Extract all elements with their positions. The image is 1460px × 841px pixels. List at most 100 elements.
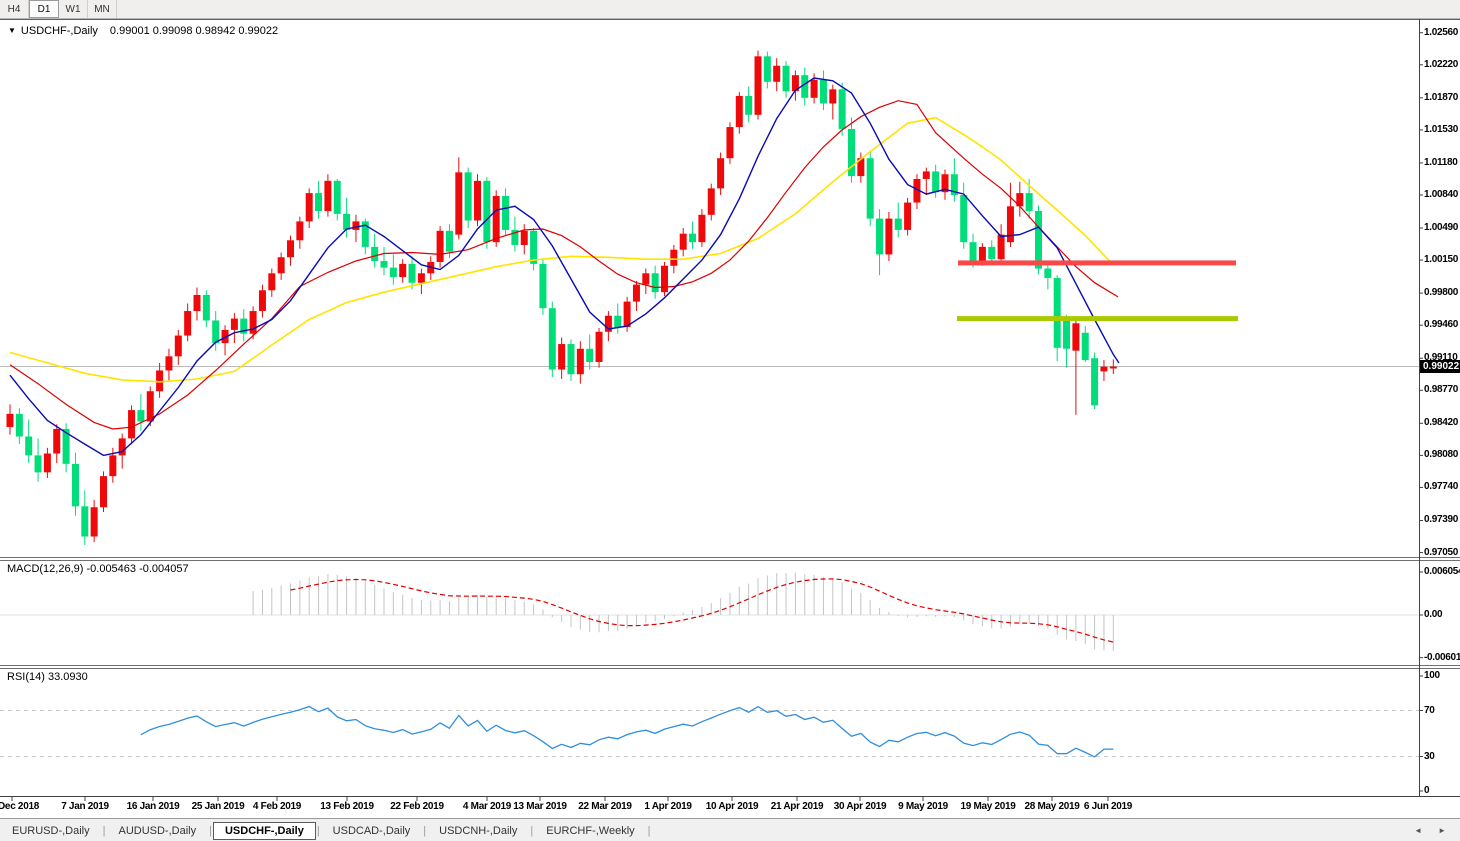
candle-body <box>436 230 444 262</box>
macd-axis-label: 0.00 <box>1424 609 1443 620</box>
candle-body <box>913 178 921 203</box>
candle-body <box>1072 323 1080 351</box>
candle-body <box>632 284 640 302</box>
candle-body <box>156 370 164 392</box>
timeframe-button-mn[interactable]: MN <box>88 0 117 18</box>
rsi-value: 33.0930 <box>47 671 88 683</box>
candle-body <box>53 428 61 454</box>
timeframe-button-h4[interactable]: H4 <box>0 0 29 18</box>
candle-body <box>109 455 117 477</box>
date-axis-label: 13 Mar 2019 <box>513 801 567 812</box>
candle-body <box>1063 319 1071 349</box>
tab-separator: | <box>209 824 212 837</box>
candle-body <box>651 273 659 293</box>
chart-symbol: USDCHF-,Daily <box>20 25 98 37</box>
macd-axis-label: 0.006054 <box>1424 566 1460 578</box>
macd-name: MACD(12,26,9) <box>7 563 84 575</box>
tab-scroll-arrows: ◄ ► <box>1414 826 1446 835</box>
candle-body <box>6 413 14 428</box>
candle-body <box>548 308 556 370</box>
date-axis-label: 6 Jun 2019 <box>1083 801 1133 812</box>
candle-body <box>988 246 996 260</box>
candle-body <box>1006 206 1014 243</box>
price-axis-label: 0.98420 <box>1424 417 1459 429</box>
candle-body <box>810 79 818 98</box>
chart-tab-usdchf-daily[interactable]: USDCHF-,Daily <box>212 821 316 840</box>
candle-body <box>268 273 276 291</box>
price-axis-label: 1.01530 <box>1424 123 1459 135</box>
candle-body <box>1035 211 1042 269</box>
date-axis-label: 16 Jan 2019 <box>126 801 180 812</box>
tab-scroll-right-icon[interactable]: ► <box>1438 826 1446 835</box>
price-axis-label: 1.02560 <box>1424 26 1459 38</box>
candle-body <box>1109 366 1117 369</box>
candle-body <box>801 75 809 98</box>
tab-separator: | <box>530 824 534 837</box>
candle-body <box>296 221 304 241</box>
candle-body <box>324 180 332 212</box>
hline-support-olive[interactable] <box>957 316 1238 322</box>
candle-body <box>511 229 519 245</box>
price-axis-label: 1.00150 <box>1424 254 1459 266</box>
chart-tab-usdcad-daily[interactable]: USDCAD-,Daily <box>332 824 411 837</box>
candle-body <box>997 234 1005 260</box>
candle-body <box>1100 366 1108 372</box>
candle-body <box>258 290 266 312</box>
price-axis-label: 0.98080 <box>1424 449 1459 461</box>
candle-body <box>174 335 182 357</box>
candle-body <box>819 79 827 104</box>
candle-body <box>483 180 491 243</box>
price-axis-label: 1.00490 <box>1424 222 1459 234</box>
macd-values: -0.005463 -0.004057 <box>86 563 189 575</box>
price-axis-label: 1.01870 <box>1424 91 1459 103</box>
rsi-name: RSI(14) <box>7 671 45 683</box>
candle-body <box>773 65 781 82</box>
candle-body <box>829 89 837 104</box>
candle-body <box>417 273 425 283</box>
date-axis-label: 28 May 2019 <box>1024 801 1080 812</box>
rsi-axis-label: 0 <box>1424 785 1430 796</box>
candle-body <box>333 180 341 214</box>
rsi-axis-label: 30 <box>1424 750 1435 762</box>
candle-body <box>586 348 594 362</box>
tab-scroll-left-icon[interactable]: ◄ <box>1414 826 1423 835</box>
date-axis-label: 7 Jan 2019 <box>61 801 109 812</box>
candle-body <box>689 233 697 243</box>
candle-body <box>165 356 173 371</box>
candle-body <box>1044 268 1052 279</box>
current-price-tag: 0.99022 <box>1420 359 1460 373</box>
candle-body <box>904 202 912 230</box>
candle-body <box>576 348 584 375</box>
chart-tab-eurchf-weekly[interactable]: EURCHF-,Weekly <box>546 824 635 837</box>
hline-resistance-red[interactable] <box>958 260 1236 266</box>
candle-body <box>530 230 538 264</box>
candle-body <box>614 315 622 328</box>
price-axis-label: 0.99800 <box>1424 287 1459 299</box>
chart-title: ▼ USDCHF-,Daily 0.99001 0.99098 0.98942 0.… <box>8 25 278 37</box>
candle-body <box>90 507 98 537</box>
date-axis-label: 13 Feb 2019 <box>320 801 374 812</box>
rsi-label: RSI(14) 33.0930 <box>7 671 88 683</box>
candle-body <box>558 344 566 370</box>
timeframe-button-d1[interactable]: D1 <box>29 0 59 18</box>
date-axis-label: 4 Feb 2019 <box>252 801 302 812</box>
candle-body <box>661 265 668 293</box>
candle-body <box>371 246 379 262</box>
candle-body <box>950 174 958 195</box>
chart-tab-usdcnh-daily[interactable]: USDCNH-,Daily <box>439 824 518 837</box>
date-axis-label: 4 Mar 2019 <box>462 801 512 812</box>
chevron-down-icon[interactable]: ▼ <box>8 26 16 35</box>
candle-body <box>932 171 940 193</box>
candle-body <box>202 295 210 321</box>
candle-body <box>15 413 23 437</box>
candle-body <box>1025 193 1033 212</box>
chart-tab-audusd-daily[interactable]: AUDUSD-,Daily <box>118 824 197 837</box>
candle-body <box>978 246 986 262</box>
candle-body <box>502 195 510 230</box>
rsi-axis-label: 100 <box>1424 670 1440 681</box>
candle-body <box>567 344 575 375</box>
chart-tab-eurusd-daily[interactable]: EURUSD-,Daily <box>12 824 90 837</box>
candle-body <box>838 89 846 129</box>
timeframe-button-w1[interactable]: W1 <box>59 0 88 18</box>
